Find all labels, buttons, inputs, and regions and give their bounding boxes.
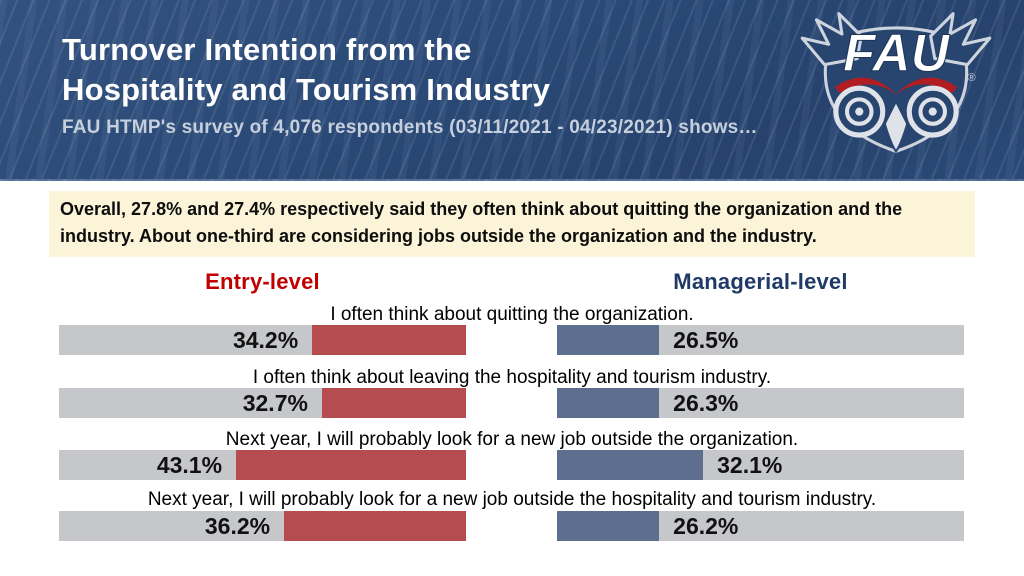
summary-callout: Overall, 27.8% and 27.4% respectively sa… xyxy=(49,191,975,257)
managerial-bar-value-label: 26.3% xyxy=(673,389,739,416)
owl-right-eye-icon xyxy=(906,85,959,138)
managerial-bar-row-0: 26.5% xyxy=(557,325,964,355)
entry-bar-value-label: 34.2% xyxy=(232,326,299,353)
question-text: Next year, I will probably look for a ne… xyxy=(225,429,799,450)
fau-owl-logo: FAU ® xyxy=(800,12,992,154)
column-header-entry-level: Entry-level xyxy=(205,269,320,294)
entry-bar-row-1: 32.7% xyxy=(59,388,466,418)
entry-bar-row-3: 36.2% xyxy=(59,511,466,541)
owl-right-eyebrow-icon xyxy=(894,77,958,96)
entry-bar-row-2: 43.1% xyxy=(59,450,466,480)
owl-left-eye-icon xyxy=(833,85,886,138)
entry-bar-value-label: 43.1% xyxy=(156,451,223,478)
managerial-bar-row-2: 32.1% xyxy=(557,450,964,480)
entry-bar-fill xyxy=(236,450,466,480)
question-text: I often think about quitting the organiz… xyxy=(330,304,694,325)
survey-subtitle: FAU HTMP's survey of 4,076 respondents (… xyxy=(62,117,758,138)
logo-registered-mark: ® xyxy=(967,72,976,84)
header-band: Turnover Intention from the Hospitality … xyxy=(0,0,1024,181)
owl-left-eyebrow-icon xyxy=(834,77,898,96)
managerial-bar-value-label: 26.2% xyxy=(673,512,739,539)
managerial-bar-value-label: 32.1% xyxy=(717,451,783,478)
page-title: Turnover Intention from the Hospitality … xyxy=(62,30,550,109)
owl-beak-icon xyxy=(883,99,909,154)
entry-bar-fill xyxy=(321,388,466,418)
managerial-bar-value-label: 26.5% xyxy=(673,326,739,353)
entry-bar-fill xyxy=(284,511,466,541)
column-header-managerial-level: Managerial-level xyxy=(673,269,848,294)
entry-bar-row-0: 34.2% xyxy=(59,325,466,355)
owl-left-wing-icon xyxy=(800,12,863,67)
owl-right-wing-icon xyxy=(929,12,992,67)
question-text: Next year, I will probably look for a ne… xyxy=(147,489,877,510)
entry-bar-value-label: 36.2% xyxy=(204,512,271,539)
logo-fau-text: FAU xyxy=(843,24,951,83)
managerial-bar-fill xyxy=(557,388,660,418)
title-line-1: Turnover Intention from the xyxy=(62,32,472,67)
title-line-2: Hospitality and Tourism Industry xyxy=(62,71,551,107)
managerial-bar-row-3: 26.2% xyxy=(557,511,964,541)
entry-bar-fill xyxy=(312,325,466,355)
managerial-bar-fill xyxy=(557,450,704,480)
managerial-bar-fill xyxy=(557,511,660,541)
entry-bar-value-label: 32.7% xyxy=(242,389,308,416)
managerial-bar-row-1: 26.3% xyxy=(557,388,964,418)
managerial-bar-fill xyxy=(557,325,660,355)
question-text: I often think about leaving the hospital… xyxy=(252,367,772,388)
